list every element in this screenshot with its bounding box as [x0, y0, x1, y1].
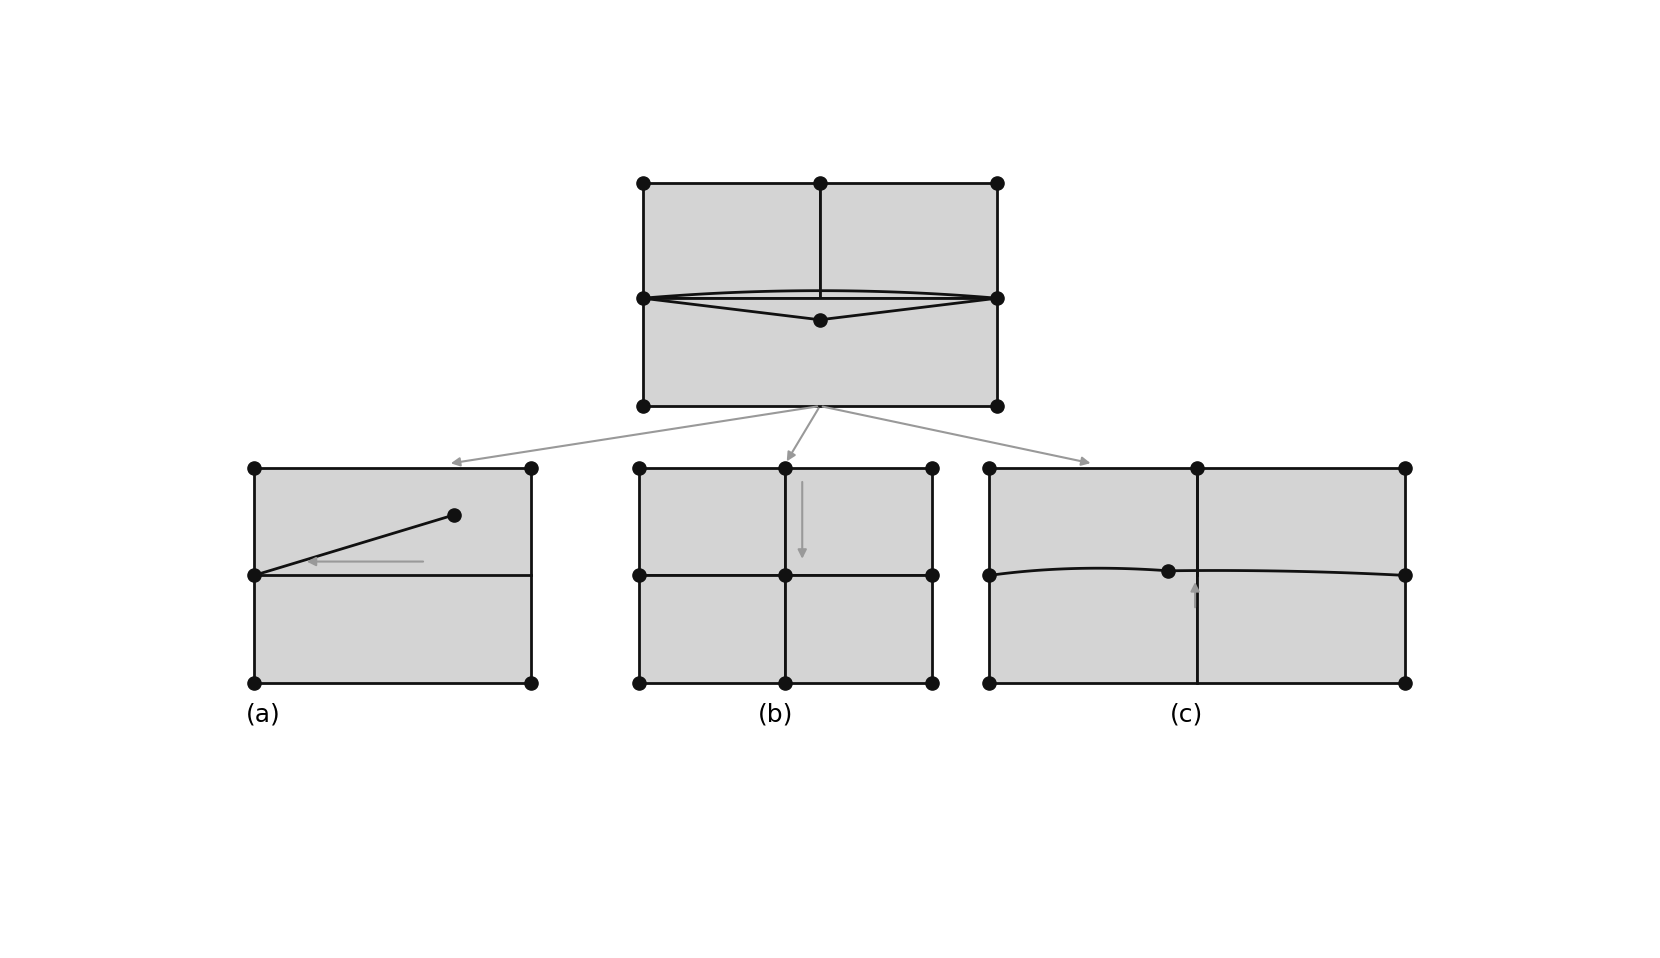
Point: [1391, 460, 1418, 475]
Point: [629, 290, 656, 306]
Point: [772, 568, 798, 583]
Point: [1391, 675, 1418, 691]
Point: [629, 399, 656, 414]
Point: [918, 568, 945, 583]
Bar: [639, 468, 785, 576]
Point: [772, 460, 798, 475]
Bar: [785, 576, 931, 683]
Point: [518, 675, 544, 691]
Point: [440, 508, 466, 523]
Text: (a): (a): [246, 703, 281, 727]
Bar: [642, 183, 820, 298]
Point: [626, 568, 652, 583]
Point: [629, 175, 656, 191]
Point: [918, 460, 945, 475]
Point: [918, 675, 945, 691]
Bar: [642, 298, 998, 406]
Bar: [820, 183, 998, 298]
Point: [976, 675, 1003, 691]
Point: [984, 175, 1011, 191]
Bar: [254, 468, 531, 683]
Point: [241, 460, 267, 475]
Point: [241, 675, 267, 691]
Point: [626, 675, 652, 691]
Bar: [1197, 468, 1404, 683]
Point: [984, 290, 1011, 306]
Text: (b): (b): [759, 703, 793, 727]
Point: [772, 675, 798, 691]
Point: [1184, 460, 1210, 475]
Point: [241, 568, 267, 583]
Point: [976, 568, 1003, 583]
Point: [807, 175, 833, 191]
Bar: [785, 468, 931, 576]
Bar: [989, 468, 1197, 683]
Bar: [639, 576, 785, 683]
Point: [1391, 568, 1418, 583]
Point: [1155, 563, 1182, 579]
Point: [626, 460, 652, 475]
Point: [518, 460, 544, 475]
Point: [807, 312, 833, 328]
Point: [976, 460, 1003, 475]
Point: [984, 399, 1011, 414]
Text: (c): (c): [1170, 703, 1204, 727]
